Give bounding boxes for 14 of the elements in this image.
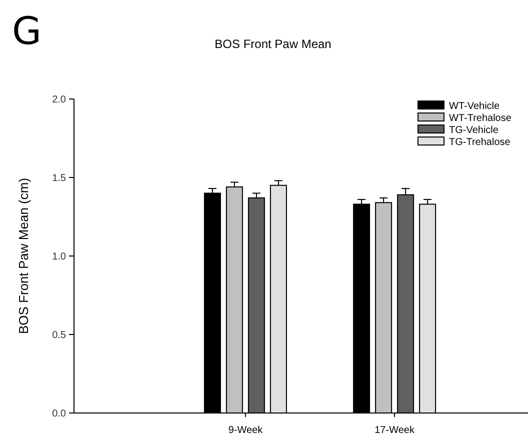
y-tick-label: 1.0 <box>52 252 66 262</box>
chart-title: BOS Front Paw Mean <box>214 37 332 51</box>
legend-label: WT-Trehalose <box>449 113 512 124</box>
y-tick-label: 0.0 <box>52 408 66 420</box>
legend-label: WT-Vehicle <box>449 101 500 112</box>
legend-label: TG-Trehalose <box>449 137 511 148</box>
y-axis-title: BOS Front Paw Mean (cm) <box>16 178 31 334</box>
y-tick-label: 1.5 <box>52 173 66 184</box>
legend-label: TG-Vehicle <box>449 125 499 136</box>
x-tick-label: 9-Week <box>228 425 264 436</box>
text: G <box>12 9 42 53</box>
x-tick-label: 17-Week <box>374 425 416 436</box>
y-tick-label: 2.0 <box>52 94 66 106</box>
y-tick-label: 0.5 <box>52 330 66 341</box>
